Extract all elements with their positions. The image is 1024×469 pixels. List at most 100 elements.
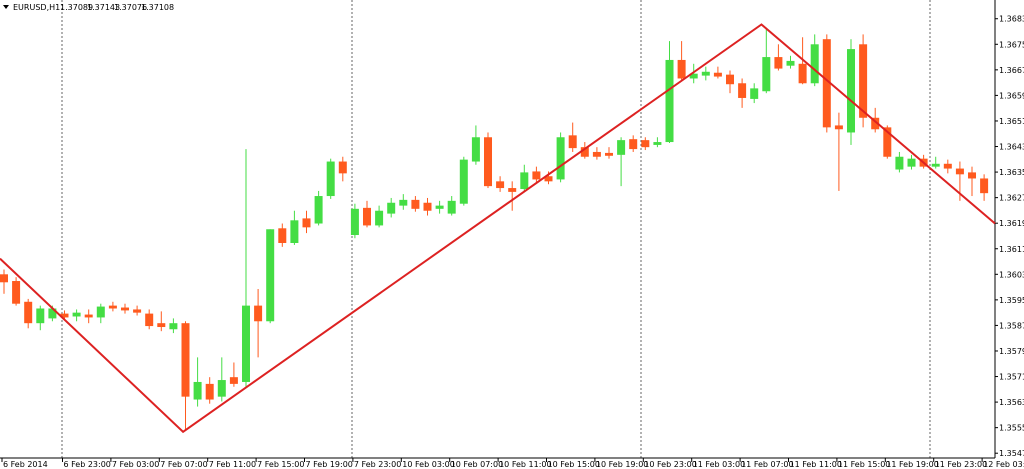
candle-body bbox=[411, 199, 420, 209]
candle-body bbox=[350, 208, 359, 236]
candle-body bbox=[60, 313, 69, 318]
x-tick-label: 11 Feb 11:00 bbox=[790, 460, 842, 469]
candle-body bbox=[544, 176, 553, 182]
candle-body bbox=[423, 202, 432, 211]
x-tick-label: 7 Feb 15:00 bbox=[257, 460, 304, 469]
candle-body bbox=[762, 57, 771, 92]
candle-body bbox=[859, 44, 868, 118]
x-tick-label: 10 Feb 19:00 bbox=[596, 460, 648, 469]
candle-body bbox=[653, 142, 662, 145]
candle-body bbox=[943, 163, 952, 169]
x-tick-label: 10 Feb 15:00 bbox=[548, 460, 600, 469]
x-tick-label: 7 Feb 23:00 bbox=[354, 460, 401, 469]
candle-body bbox=[605, 152, 614, 156]
candle-body bbox=[738, 83, 747, 98]
candle-body bbox=[169, 323, 178, 330]
candle-body bbox=[629, 139, 638, 150]
candle-body bbox=[471, 137, 480, 162]
candle-body bbox=[774, 57, 783, 69]
candle-body bbox=[520, 172, 529, 190]
x-tick-label: 10 Feb 03:00 bbox=[402, 460, 454, 469]
candle-body bbox=[532, 171, 541, 180]
candle-body bbox=[84, 314, 93, 318]
symbol-label: EURUSD,H1 bbox=[13, 3, 60, 12]
candle-body bbox=[568, 135, 577, 149]
menu-arrow[interactable] bbox=[3, 5, 9, 9]
ohlc-label: 1.37076 bbox=[114, 3, 147, 12]
candle-body bbox=[677, 59, 686, 79]
x-tick-label: 7 Feb 19:00 bbox=[305, 460, 352, 469]
x-tick-label: 6 Feb 2014 bbox=[3, 460, 48, 469]
candle-body bbox=[617, 140, 626, 155]
candle-body bbox=[108, 305, 117, 309]
candle-body bbox=[968, 172, 977, 179]
candle-body bbox=[798, 63, 807, 84]
candle-body bbox=[883, 127, 892, 157]
candle-body bbox=[24, 301, 33, 324]
y-tick-label: 1.36755 bbox=[999, 40, 1024, 49]
ohlc-label: 1.37108 bbox=[141, 3, 174, 12]
candle-body bbox=[326, 161, 335, 197]
y-tick-label: 1.35555 bbox=[999, 424, 1024, 433]
candle-body bbox=[713, 72, 722, 77]
candle-body bbox=[241, 305, 250, 382]
candle-body bbox=[120, 307, 129, 311]
candle-body bbox=[834, 125, 843, 130]
x-tick-label: 11 Feb 15:00 bbox=[838, 460, 890, 469]
y-tick-label: 1.36115 bbox=[999, 245, 1024, 254]
x-tick-label: 11 Feb 23:00 bbox=[935, 460, 987, 469]
candle-body bbox=[278, 228, 287, 244]
candle-body bbox=[217, 380, 226, 397]
y-tick-label: 1.36035 bbox=[999, 270, 1024, 279]
candle-body bbox=[254, 305, 263, 322]
candle-body bbox=[48, 308, 57, 319]
y-tick-label: 1.36195 bbox=[999, 219, 1024, 228]
zigzag-line bbox=[0, 23, 996, 434]
candle-body bbox=[592, 151, 601, 157]
y-tick-label: 1.36595 bbox=[999, 91, 1024, 100]
candle-body bbox=[133, 309, 142, 313]
y-tick-label: 1.35955 bbox=[999, 296, 1024, 305]
y-tick-label: 1.36355 bbox=[999, 168, 1024, 177]
candle-body bbox=[229, 377, 238, 384]
x-tick-label: 7 Feb 07:00 bbox=[160, 460, 207, 469]
y-tick-label: 1.35795 bbox=[999, 347, 1024, 356]
candle-body bbox=[145, 313, 154, 327]
x-tick-label: 11 Feb 07:00 bbox=[741, 460, 793, 469]
x-tick-label: 7 Feb 03:00 bbox=[112, 460, 159, 469]
candle-body bbox=[508, 188, 517, 192]
candle-body bbox=[665, 59, 674, 143]
candle-body bbox=[72, 312, 81, 317]
y-tick-label: 1.35715 bbox=[999, 373, 1024, 382]
ohlc-label: 1.37089 bbox=[60, 3, 93, 12]
candle-body bbox=[810, 44, 819, 84]
candle-body bbox=[701, 71, 710, 76]
candle-body bbox=[0, 274, 8, 283]
candle-body bbox=[750, 88, 759, 99]
x-tick-label: 10 Feb 11:00 bbox=[499, 460, 551, 469]
ohlc-label: 1.37143 bbox=[87, 3, 120, 12]
y-tick-label: 1.35475 bbox=[999, 449, 1024, 458]
y-tick-label: 1.36835 bbox=[999, 15, 1024, 24]
candle-body bbox=[447, 200, 456, 214]
candle-body bbox=[496, 181, 505, 189]
x-tick-label: 11 Feb 19:00 bbox=[886, 460, 938, 469]
candle-body bbox=[907, 158, 916, 167]
candle-body bbox=[435, 205, 444, 209]
candle-body bbox=[362, 207, 371, 226]
candle-body bbox=[641, 140, 650, 148]
candle-body bbox=[580, 147, 589, 157]
candle-body bbox=[302, 218, 311, 228]
candle-body bbox=[931, 163, 940, 167]
candle-body bbox=[895, 156, 904, 170]
candle-body bbox=[399, 199, 408, 206]
candle-body bbox=[338, 161, 347, 174]
candle-body bbox=[314, 196, 323, 224]
candle-body bbox=[205, 383, 214, 400]
candle-body bbox=[980, 178, 989, 194]
candle-body bbox=[689, 73, 698, 79]
candle-body bbox=[193, 381, 202, 400]
candle-body bbox=[157, 323, 166, 328]
